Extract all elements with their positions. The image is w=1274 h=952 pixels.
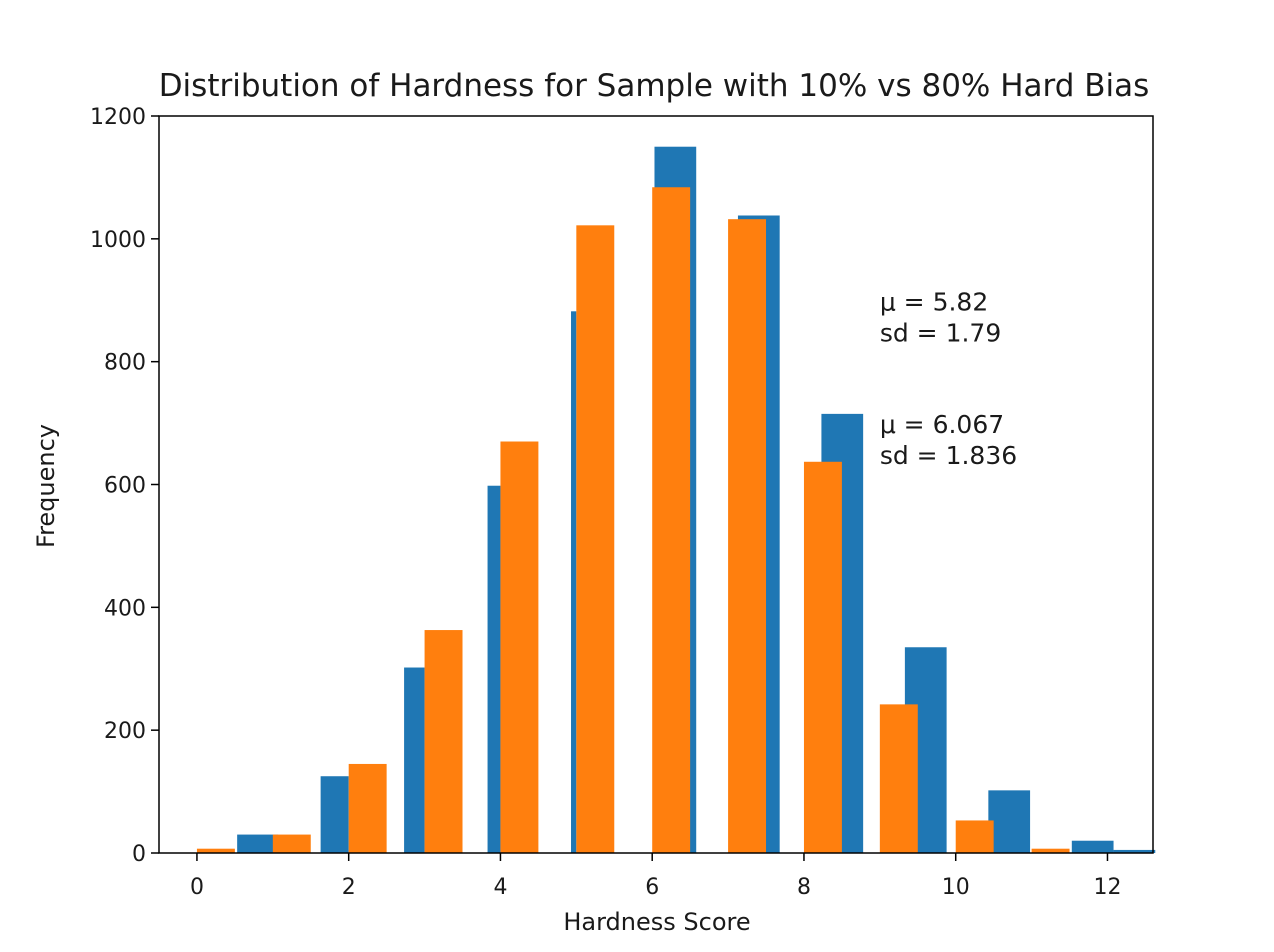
y-tick-label-3: 400: [104, 596, 146, 621]
axes-layer: 0 2 4 6 8 10 12 0 200 400 600 800 1000 1200: [90, 105, 1154, 900]
bars-layer: [196, 146, 1156, 854]
x-tick-label-6: 10: [942, 875, 970, 900]
x-tick-label-3: 4: [493, 875, 507, 900]
series-2-bar-4: [424, 630, 463, 853]
series-2-bar-5: [500, 441, 539, 853]
series-2-bar-7: [652, 187, 691, 853]
x-tick-label-2: 2: [342, 875, 356, 900]
series-1-bar-5: [571, 311, 577, 853]
series-1-bar-3: [404, 667, 425, 853]
series-2-bar-11: [955, 820, 994, 853]
series-2-bar-12: [1031, 848, 1070, 853]
stats-annotation-2-line-2: sd = 1.836: [880, 441, 1017, 470]
y-tick-label-7: 1200: [90, 105, 146, 130]
stats-annotation-2-line-1: μ = 6.067: [880, 410, 1004, 439]
series-1-bar-12: [1113, 849, 1156, 853]
series-1-bar-4: [487, 485, 501, 853]
x-tick-label-7: 12: [1093, 875, 1121, 900]
series-2-bar-2: [272, 834, 311, 853]
x-tick-label-5: 8: [797, 875, 811, 900]
y-tick-label-1: 0: [132, 842, 146, 867]
series-1-bar-1: [237, 834, 279, 853]
x-tick-label-1: 0: [190, 875, 204, 900]
chart-title: Distribution of Hardness for Sample with…: [159, 68, 1150, 104]
series-2-bar-6: [576, 225, 615, 854]
y-tick-label-6: 1000: [90, 228, 146, 253]
series-2-bar-10: [879, 704, 918, 853]
series-2-bar-9: [803, 461, 842, 853]
series-2-bar-8: [728, 219, 767, 853]
series-1-bar-10: [988, 790, 1031, 853]
x-axis-label: Hardness Score: [563, 908, 750, 936]
series-2-bar-1: [196, 848, 235, 853]
series-1-bar-11: [1071, 840, 1114, 853]
y-tick-label-4: 600: [104, 474, 146, 499]
stats-annotation-1-line-1: μ = 5.82: [880, 287, 988, 316]
y-tick-label-2: 200: [104, 719, 146, 744]
series-1-bar-2: [320, 776, 349, 853]
annotations-layer: μ = 5.82 sd = 1.79 μ = 6.067 sd = 1.836: [880, 287, 1017, 470]
series-2-bar-3: [348, 763, 387, 853]
x-tick-label-4: 6: [645, 875, 659, 900]
stats-annotation-1-line-2: sd = 1.79: [880, 318, 1001, 347]
y-tick-label-5: 800: [104, 351, 146, 376]
y-axis-label: Frequency: [32, 424, 60, 548]
stats-annotation-1: μ = 5.82 sd = 1.79: [880, 287, 1001, 347]
stats-annotation-2: μ = 6.067 sd = 1.836: [880, 410, 1017, 470]
